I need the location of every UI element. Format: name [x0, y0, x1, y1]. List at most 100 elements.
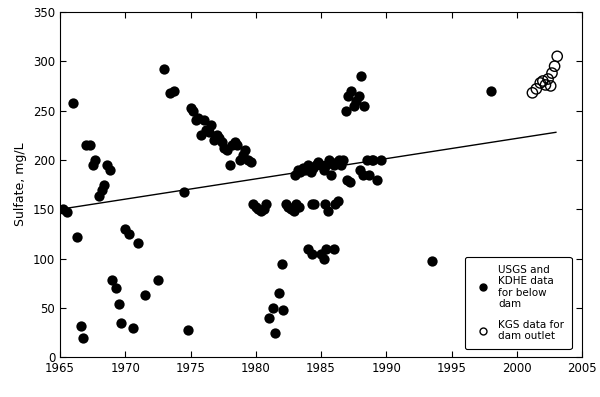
- Point: [286, 206, 296, 212]
- Point: [212, 132, 221, 139]
- Point: [306, 169, 316, 175]
- Point: [209, 137, 219, 143]
- Legend: USGS and
KDHE data
for below
dam, KGS data for
dam outlet: USGS and KDHE data for below dam, KGS da…: [465, 257, 572, 349]
- Point: [241, 147, 250, 153]
- Point: [107, 277, 117, 283]
- Point: [358, 172, 368, 178]
- Point: [532, 86, 541, 92]
- Point: [268, 305, 278, 311]
- Point: [230, 139, 239, 145]
- Point: [359, 102, 369, 109]
- Point: [316, 162, 326, 168]
- Point: [427, 257, 437, 264]
- Point: [331, 201, 340, 208]
- Point: [298, 165, 308, 171]
- Point: [333, 198, 343, 204]
- Point: [311, 162, 320, 168]
- Point: [72, 234, 82, 240]
- Point: [220, 145, 229, 151]
- Point: [546, 83, 556, 89]
- Point: [314, 159, 323, 165]
- Point: [329, 246, 339, 252]
- Point: [277, 260, 287, 267]
- Point: [550, 63, 559, 69]
- Point: [94, 193, 104, 200]
- Point: [217, 139, 227, 145]
- Point: [326, 172, 336, 178]
- Point: [320, 201, 330, 208]
- Point: [310, 201, 319, 208]
- Point: [367, 157, 377, 163]
- Point: [346, 88, 356, 94]
- Point: [527, 90, 537, 96]
- Point: [368, 157, 378, 163]
- Point: [121, 226, 130, 232]
- Point: [319, 167, 328, 173]
- Point: [179, 188, 189, 195]
- Point: [364, 172, 374, 178]
- Point: [243, 157, 253, 163]
- Point: [344, 93, 353, 99]
- Point: [307, 251, 317, 257]
- Point: [202, 127, 211, 133]
- Point: [191, 117, 200, 123]
- Point: [97, 186, 107, 193]
- Point: [354, 93, 364, 99]
- Point: [194, 114, 203, 121]
- Point: [373, 177, 382, 183]
- Point: [105, 167, 115, 173]
- Point: [124, 231, 134, 237]
- Point: [256, 208, 266, 214]
- Point: [376, 157, 386, 163]
- Point: [188, 108, 198, 114]
- Point: [204, 129, 214, 135]
- Point: [338, 157, 348, 163]
- Point: [295, 169, 305, 175]
- Point: [303, 162, 313, 168]
- Point: [322, 162, 331, 168]
- Point: [308, 165, 318, 171]
- Point: [227, 142, 237, 148]
- Point: [341, 108, 350, 114]
- Point: [112, 285, 121, 291]
- Point: [153, 277, 163, 283]
- Point: [307, 201, 317, 208]
- Point: [262, 201, 271, 208]
- Point: [259, 206, 268, 212]
- Point: [68, 100, 78, 106]
- Point: [486, 88, 496, 94]
- Point: [100, 181, 109, 188]
- Point: [343, 177, 352, 183]
- Point: [332, 159, 341, 165]
- Point: [91, 157, 100, 163]
- Point: [186, 104, 196, 111]
- Point: [345, 179, 355, 185]
- Point: [292, 201, 301, 208]
- Point: [222, 147, 232, 153]
- Point: [515, 334, 524, 341]
- Point: [362, 157, 371, 163]
- Point: [169, 88, 178, 94]
- Point: [322, 246, 331, 252]
- Point: [278, 307, 288, 313]
- Point: [58, 206, 67, 212]
- Point: [235, 157, 245, 163]
- Point: [79, 334, 88, 341]
- Point: [284, 204, 293, 210]
- Point: [541, 82, 550, 88]
- Point: [140, 292, 149, 298]
- Point: [274, 290, 284, 296]
- Point: [356, 73, 366, 79]
- Point: [85, 142, 95, 148]
- Point: [238, 152, 248, 158]
- Point: [293, 167, 302, 173]
- Point: [289, 208, 298, 214]
- Point: [62, 209, 71, 216]
- Point: [543, 76, 553, 82]
- Point: [329, 162, 339, 168]
- Point: [233, 142, 242, 148]
- Point: [323, 208, 332, 214]
- Point: [319, 255, 328, 262]
- Point: [301, 167, 310, 173]
- Point: [76, 322, 86, 329]
